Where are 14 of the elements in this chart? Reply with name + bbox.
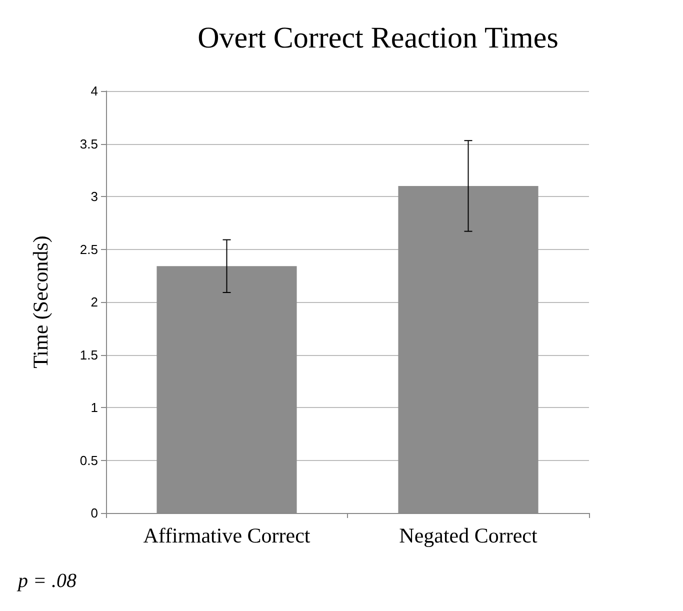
y-axis-title: Time (Seconds) (28, 236, 52, 368)
y-tick-label: 1 (90, 400, 98, 415)
y-tick-label: 0.5 (80, 452, 98, 468)
y-tick-label: 3.5 (80, 136, 98, 152)
chart-title: Overt Correct Reaction Times (198, 22, 558, 54)
x-tick-label: Negated Correct (399, 524, 538, 548)
y-tick-label: 2 (90, 294, 98, 310)
y-tick-label: 3 (90, 189, 98, 204)
y-tick-label: 2.5 (80, 242, 98, 257)
text: p = .08 (16, 570, 76, 592)
x-tick-label: Affirmative Correct (143, 524, 310, 548)
y-tick-label: 4 (90, 84, 98, 98)
y-tick-label: 0 (90, 506, 98, 520)
y-tick-label: 1.5 (80, 347, 98, 362)
